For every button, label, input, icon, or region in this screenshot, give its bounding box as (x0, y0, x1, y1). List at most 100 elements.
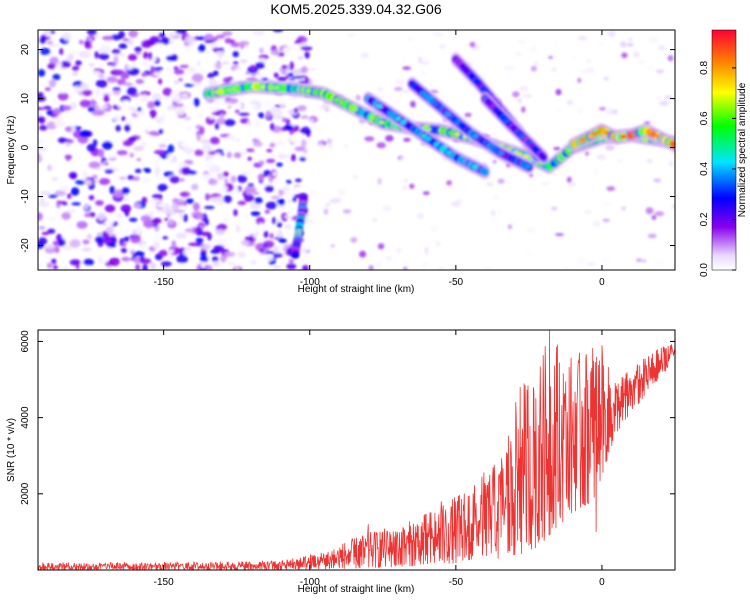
noise-blob (407, 205, 414, 212)
noise-blob (273, 245, 279, 254)
noise-blob (533, 60, 539, 67)
noise-blob (222, 234, 229, 243)
noise-blob (101, 35, 114, 41)
noise-blob (177, 162, 189, 167)
noise-blob (67, 120, 80, 126)
noise-blob (361, 52, 369, 59)
noise-blob (150, 156, 161, 164)
noise-blob (230, 42, 241, 48)
noise-blob (368, 265, 374, 270)
noise-blob (38, 153, 42, 163)
noise-blob (309, 189, 317, 196)
noise-blob (120, 247, 128, 253)
noise-blob (330, 244, 336, 248)
noise-blob (293, 107, 298, 114)
noise-blob (653, 178, 662, 183)
noise-blob (274, 141, 286, 146)
ridge-peak (421, 134, 428, 139)
noise-blob (87, 233, 92, 240)
spectrogram-ridge-layer (202, 52, 675, 259)
noise-blob (38, 226, 46, 230)
noise-blob (173, 66, 179, 70)
noise-blob (226, 151, 232, 159)
noise-blob (195, 81, 202, 86)
noise-blob (140, 176, 152, 184)
noise-blob (420, 60, 430, 65)
noise-blob (277, 189, 285, 197)
noise-blob (559, 97, 568, 103)
noise-blob (284, 202, 289, 208)
noise-blob (94, 88, 101, 97)
noise-blob (134, 46, 142, 53)
noise-blob (121, 116, 126, 122)
noise-blob (186, 125, 192, 131)
noise-blob (140, 114, 151, 119)
noise-blob (112, 221, 119, 227)
noise-blob (214, 152, 222, 159)
noise-blob (217, 223, 228, 230)
noise-blob (309, 125, 318, 130)
noise-blob (265, 201, 278, 210)
noise-blob (105, 226, 114, 234)
noise-blob (178, 263, 186, 270)
noise-blob (273, 72, 279, 79)
noise-blob (403, 178, 408, 183)
noise-blob (122, 85, 127, 92)
noise-blob (621, 206, 626, 211)
ridge-peak (259, 85, 266, 89)
ridge-harmonic-a (363, 91, 491, 179)
noise-blob (436, 171, 445, 176)
noise-blob (98, 255, 103, 264)
noise-blob (449, 212, 455, 219)
noise-blob (343, 144, 349, 148)
noise-blob (38, 212, 43, 221)
noise-blob (150, 261, 156, 270)
noise-blob (122, 242, 127, 248)
ridge-peak (482, 141, 489, 145)
noise-blob (109, 257, 120, 266)
noise-blob (184, 228, 196, 233)
noise-blob (287, 199, 293, 203)
noise-blob (55, 178, 66, 187)
noise-blob (113, 189, 124, 198)
noise-blob (205, 193, 210, 201)
noise-blob (162, 236, 169, 240)
noise-blob (403, 137, 411, 142)
noise-blob (529, 97, 537, 104)
noise-blob (88, 161, 101, 169)
noise-blob (238, 235, 245, 240)
noise-blob (642, 259, 647, 263)
noise-blob (259, 248, 265, 253)
ridge-peak (387, 111, 394, 116)
ridge-blob (539, 153, 548, 162)
noise-blob (514, 51, 523, 57)
noise-blob (51, 97, 57, 105)
noise-blob (121, 256, 131, 262)
noise-blob (300, 115, 309, 120)
noise-blob (277, 76, 288, 82)
ridge-peak (225, 88, 232, 93)
noise-blob (39, 191, 51, 196)
noise-blob (47, 228, 56, 234)
noise-blob (483, 267, 494, 270)
noise-blob (141, 39, 152, 48)
snr-panel: -150 -100 -50 0 2000 4000 6000 Height of stra… (6, 329, 676, 595)
noise-blob (194, 149, 204, 156)
noise-blob (451, 201, 461, 208)
noise-blob (635, 258, 643, 262)
noise-blob (185, 45, 192, 51)
snr-frame (37, 329, 676, 571)
noise-blob (148, 130, 158, 136)
noise-blob (342, 209, 352, 214)
noise-blob (152, 93, 162, 102)
noise-blob (172, 198, 180, 204)
noise-blob (596, 154, 606, 160)
noise-blob (249, 100, 261, 105)
noise-blob (272, 171, 278, 177)
noise-blob (602, 218, 610, 222)
ridge-peak (423, 94, 430, 99)
noise-blob (226, 135, 236, 141)
noise-blob (59, 48, 64, 55)
noise-blob (167, 32, 180, 37)
noise-blob (85, 177, 95, 181)
